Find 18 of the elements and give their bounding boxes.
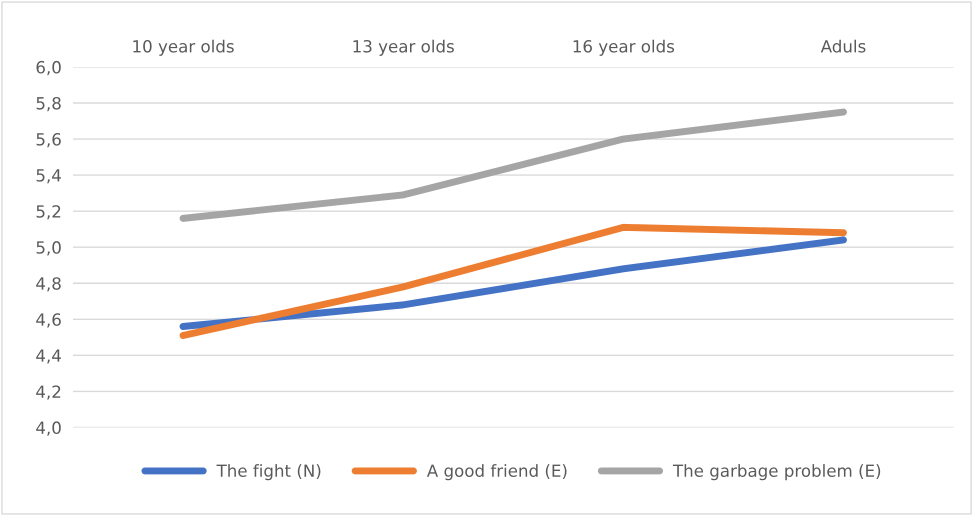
y-tick-label: 4,6 (36, 313, 61, 328)
y-tick-label: 4,4 (36, 350, 61, 364)
y-tick-label: 5,6 (36, 133, 61, 148)
y-tick-label: 5,4 (36, 169, 61, 184)
y-tick-label: 5,2 (36, 205, 60, 220)
y-tick-label: 5,0 (36, 241, 61, 256)
x-tick-label: Aduls (820, 40, 866, 53)
y-tick-label: 4,0 (36, 421, 61, 436)
legend-label: The garbage problem (E) (672, 464, 880, 480)
x-tick-label: 16 year olds (574, 40, 674, 56)
y-tick-label: 4,2 (36, 385, 60, 400)
x-tick-label: 13 year olds (353, 40, 454, 56)
y-tick-label: 6,0 (36, 60, 61, 76)
legend-label: The fight (N) (216, 464, 320, 480)
x-tick-label: 10 year olds (133, 40, 234, 56)
y-tick-label: 5,8 (36, 96, 61, 112)
legend-label: A good friend (E) (426, 464, 567, 480)
y-tick-label: 4,8 (36, 277, 61, 292)
